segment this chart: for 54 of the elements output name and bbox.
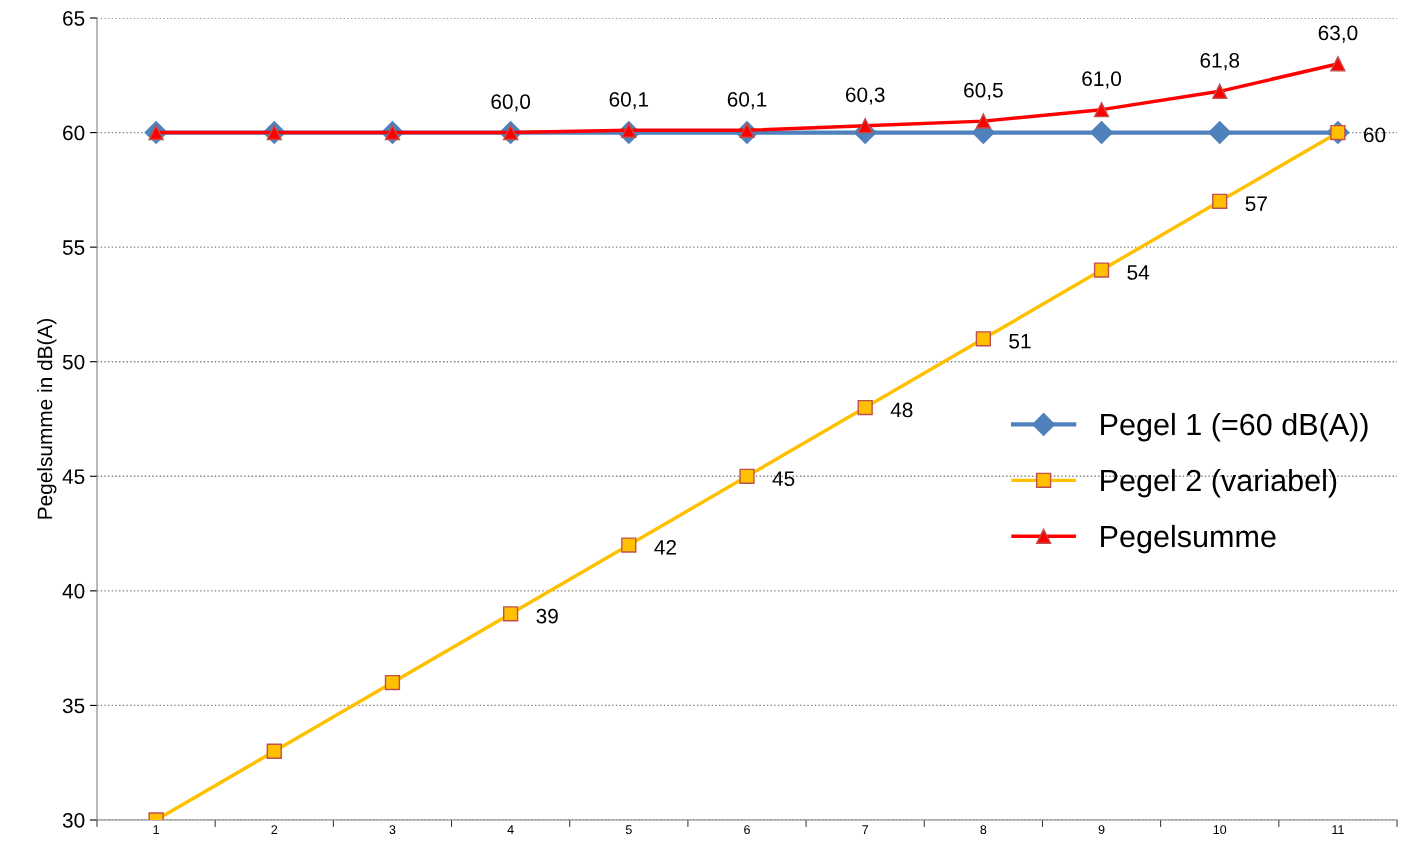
point xyxy=(502,606,519,622)
point xyxy=(975,113,992,129)
y-tick-label: 60 xyxy=(63,125,85,141)
y-tick-label: 30 xyxy=(62,813,85,828)
legend-label: Pegel 1 (=60 dB(A)) xyxy=(1101,412,1368,442)
data-label: 48 xyxy=(890,402,913,418)
data-label: 60,1 xyxy=(727,91,767,110)
data-label: 42 xyxy=(654,540,676,555)
point xyxy=(1212,83,1228,99)
x-tick-label: 2 xyxy=(271,825,278,834)
point xyxy=(1330,56,1346,72)
y-tick-label: 40 xyxy=(62,583,85,599)
point xyxy=(1208,121,1232,145)
y-tick-label: 45 xyxy=(62,469,85,485)
x-tick-label: 4 xyxy=(507,825,514,834)
x-tick-label: 10 xyxy=(1213,825,1227,835)
data-label: 60,1 xyxy=(609,91,649,110)
data-label: 57 xyxy=(1245,196,1267,212)
point xyxy=(384,674,401,691)
data-label: 39 xyxy=(536,608,558,624)
data-label: 54 xyxy=(1127,265,1150,280)
point xyxy=(857,399,873,416)
point xyxy=(975,331,992,347)
x-tick-label: 8 xyxy=(980,825,987,835)
point xyxy=(1093,102,1110,118)
x-tick-label: 11 xyxy=(1332,825,1344,834)
point xyxy=(1212,193,1228,209)
y-tick-label: 35 xyxy=(62,698,85,714)
point xyxy=(621,537,637,553)
x-tick-label: 3 xyxy=(389,825,396,835)
point xyxy=(1090,121,1114,145)
data-label: 61,0 xyxy=(1082,71,1122,89)
x-tick-label: 7 xyxy=(862,825,869,834)
data-label: 45 xyxy=(772,471,795,487)
legend-label: Pegel 2 (variabel) xyxy=(1101,468,1337,498)
data-label: 60,0 xyxy=(491,94,531,112)
x-tick-label: 5 xyxy=(625,825,632,835)
x-tick-label: 9 xyxy=(1098,825,1105,835)
data-label: 51 xyxy=(1009,334,1031,349)
y-tick-label: 55 xyxy=(62,240,85,255)
point xyxy=(739,468,755,484)
data-label: 61,8 xyxy=(1200,53,1240,71)
y-tick-label: 65 xyxy=(63,11,85,26)
x-tick-label: 6 xyxy=(744,825,750,835)
legend-label: Pegelsumme xyxy=(1101,524,1276,554)
data-label: 60,3 xyxy=(845,87,885,105)
data-label: 60,5 xyxy=(964,82,1003,101)
data-label: 63,0 xyxy=(1318,25,1358,43)
point xyxy=(266,743,282,759)
point xyxy=(1093,262,1110,278)
y-axis-title: Pegelsumme in dB(A) xyxy=(37,318,57,519)
x-tick-label: 1 xyxy=(153,825,159,834)
y-tick-label: 50 xyxy=(62,354,85,370)
data-label: 60 xyxy=(1363,127,1386,143)
